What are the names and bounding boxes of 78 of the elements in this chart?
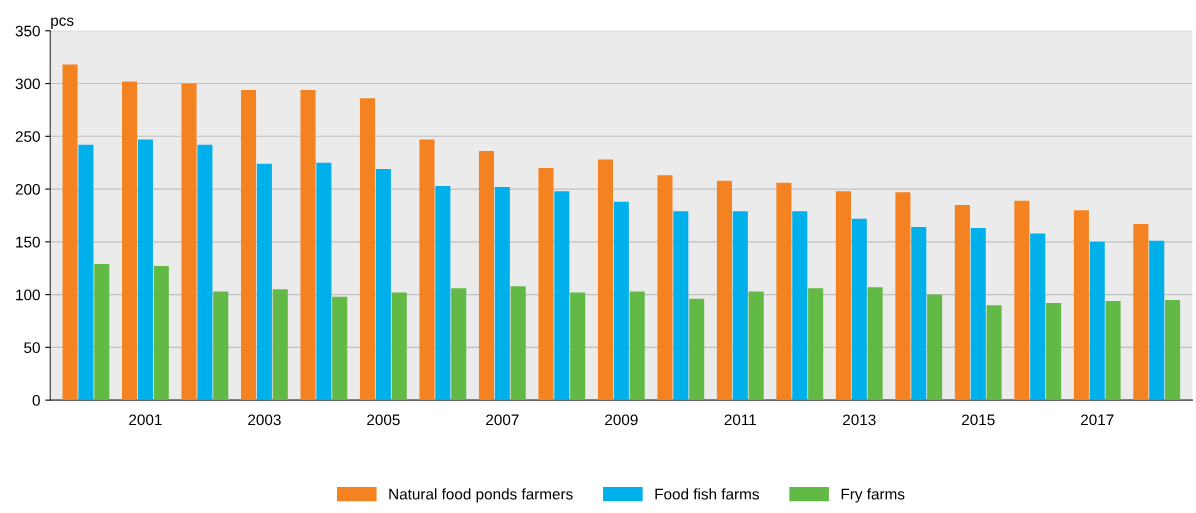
bar bbox=[213, 291, 229, 401]
bar bbox=[776, 182, 792, 401]
bar bbox=[1105, 300, 1121, 401]
bar bbox=[867, 287, 883, 401]
y-tick-label: 50 bbox=[24, 342, 40, 354]
x-tick-label: 2011 bbox=[724, 414, 756, 426]
bar bbox=[673, 211, 689, 401]
bar bbox=[256, 163, 272, 401]
bar bbox=[1014, 200, 1030, 401]
bar bbox=[316, 162, 332, 401]
legend-label: Food fish farms bbox=[655, 488, 759, 500]
bar bbox=[689, 298, 705, 401]
bar bbox=[478, 151, 495, 401]
x-tick-label: 2001 bbox=[129, 414, 162, 426]
bar bbox=[494, 186, 510, 401]
bar bbox=[927, 294, 943, 401]
legend-label: Natural food ponds farmers bbox=[389, 488, 573, 503]
bar bbox=[419, 139, 435, 401]
bar bbox=[613, 201, 629, 401]
y-tick-label: 250 bbox=[15, 131, 40, 142]
x-tick-label: 2003 bbox=[248, 414, 281, 426]
bar bbox=[78, 144, 94, 401]
bar bbox=[272, 289, 288, 401]
bar bbox=[597, 159, 613, 401]
bar bbox=[895, 192, 911, 401]
bar bbox=[808, 288, 824, 401]
bar bbox=[375, 169, 391, 401]
bar bbox=[1165, 299, 1181, 401]
bar bbox=[732, 211, 748, 401]
bar bbox=[510, 286, 526, 401]
bar bbox=[197, 144, 213, 401]
bar bbox=[954, 204, 970, 401]
bar bbox=[181, 83, 197, 401]
bar bbox=[911, 227, 927, 401]
bar bbox=[435, 185, 451, 401]
bar bbox=[986, 305, 1002, 401]
x-tick-label: 2007 bbox=[486, 414, 519, 426]
bar bbox=[122, 81, 138, 401]
bar bbox=[359, 98, 376, 401]
bar bbox=[1046, 303, 1062, 401]
bar bbox=[554, 191, 570, 401]
bar bbox=[240, 89, 257, 401]
y-axis-title: pcs bbox=[51, 17, 74, 29]
bar bbox=[332, 296, 348, 401]
legend-label: Fry farms bbox=[841, 488, 905, 503]
bar bbox=[1133, 223, 1149, 401]
bar bbox=[657, 175, 673, 401]
bar bbox=[792, 211, 808, 401]
x-tick-label: 2009 bbox=[605, 414, 638, 426]
y-tick-label: 150 bbox=[16, 236, 40, 248]
y-tick-label: 300 bbox=[15, 78, 40, 90]
y-tick-label: 200 bbox=[15, 183, 40, 195]
x-tick-label: 2013 bbox=[843, 414, 876, 426]
bar bbox=[570, 292, 586, 401]
bar bbox=[451, 288, 467, 401]
y-tick-label: 100 bbox=[16, 289, 40, 301]
bar bbox=[970, 228, 986, 401]
bar bbox=[1030, 233, 1046, 401]
bar bbox=[629, 291, 645, 401]
bar bbox=[1073, 210, 1089, 401]
bar bbox=[851, 218, 867, 401]
bar bbox=[137, 139, 153, 401]
bar bbox=[748, 291, 764, 401]
x-tick-label: 2017 bbox=[1081, 414, 1114, 426]
bar bbox=[62, 64, 78, 401]
bar bbox=[1149, 240, 1165, 401]
x-tick-label: 2015 bbox=[962, 414, 995, 426]
y-tick-label: 0 bbox=[32, 395, 40, 406]
bar bbox=[94, 264, 110, 401]
y-tick-label: 350 bbox=[15, 25, 40, 37]
bar bbox=[391, 292, 407, 401]
bar bbox=[538, 167, 554, 401]
bar bbox=[716, 180, 732, 401]
bar bbox=[153, 266, 169, 401]
bar bbox=[1089, 241, 1105, 401]
bar bbox=[300, 89, 316, 401]
x-tick-label: 2005 bbox=[367, 414, 400, 426]
bar bbox=[835, 191, 851, 401]
